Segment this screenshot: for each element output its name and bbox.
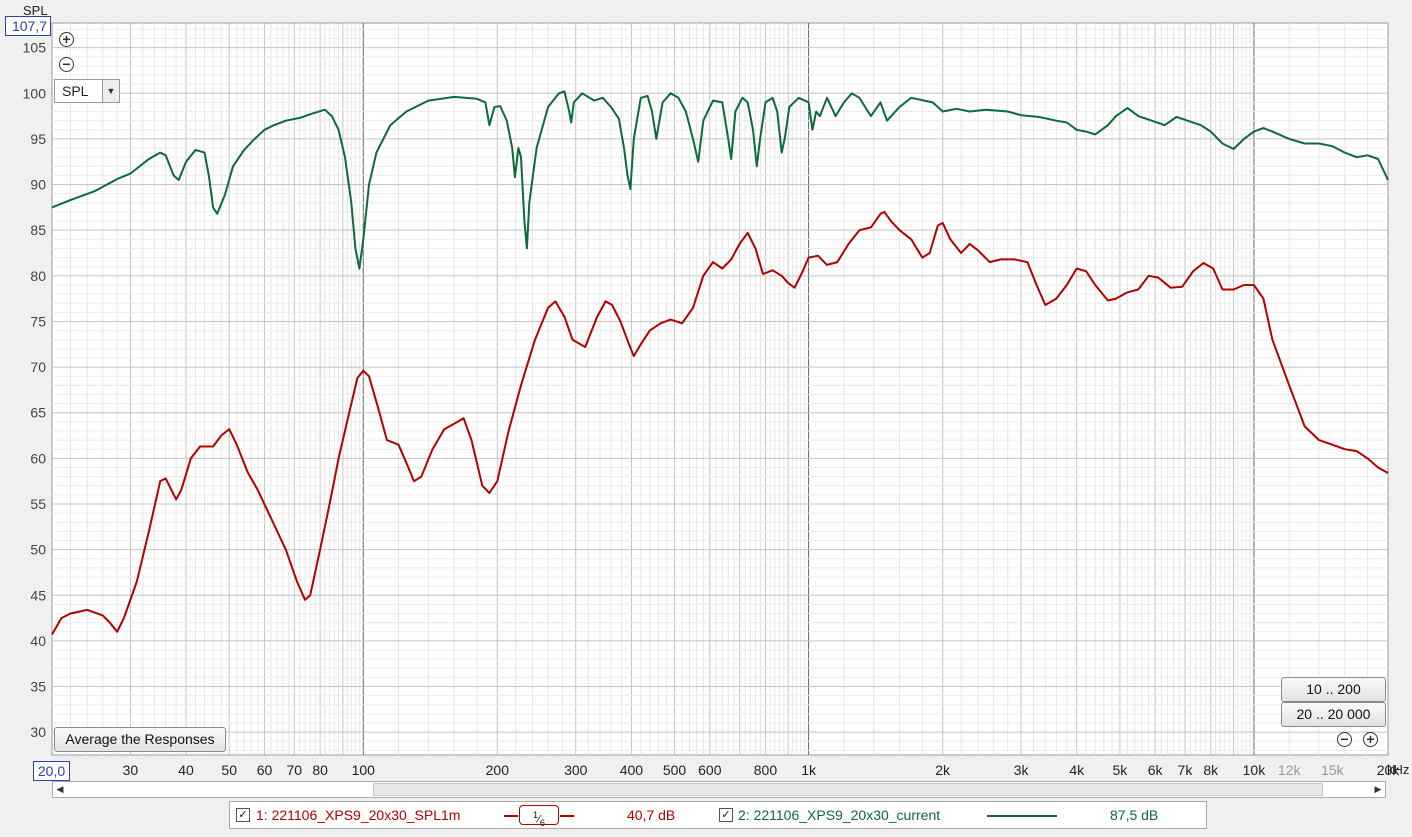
series-lines [51, 90, 1389, 635]
smoothing-denominator: 6 [539, 817, 546, 828]
chevron-down-icon[interactable]: ▼ [102, 80, 119, 102]
y-tick-label: 45 [30, 587, 46, 603]
y-tick-label: 90 [30, 177, 46, 193]
y-tick-label: 100 [23, 85, 47, 101]
x-tick-label: 15k [1321, 762, 1345, 778]
x-tick-label: 70 [287, 762, 303, 778]
y-tick-label: 80 [30, 268, 46, 284]
x-tick-label: 300 [564, 762, 588, 778]
y-tick-label: 70 [30, 359, 46, 375]
x-tick-label: 40 [178, 762, 194, 778]
average-responses-button[interactable]: Average the Responses [54, 727, 226, 752]
smoothing-numerator: 1 [532, 810, 539, 820]
scroll-left-arrow-icon[interactable]: ◀ [56, 784, 64, 794]
y-tick-label: 50 [30, 542, 46, 558]
x-tick-label: 100 [352, 762, 376, 778]
y-tick-label: 35 [30, 679, 46, 695]
plot-area-background [51, 22, 1389, 756]
x-tick-label: 30 [123, 762, 139, 778]
range-20-20000-button[interactable]: 20 .. 20 000 [1281, 702, 1386, 727]
y-axis-max-input[interactable]: 107,7 [5, 16, 51, 36]
x-axis-ticks: 30 40 50 60 70 80 100 200 300 400 500 600 800 1k 2k 3k 4… [123, 762, 1401, 778]
x-tick-label: 50 [221, 762, 237, 778]
x-tick-label: 80 [312, 762, 328, 778]
y-axis-unit-label: SPL [23, 3, 48, 18]
y-tick-label: 95 [30, 131, 46, 147]
x-tick-label: 3k [1014, 762, 1030, 778]
y-tick-label: 65 [30, 405, 46, 421]
series2-checkbox[interactable]: ✓ [719, 808, 733, 822]
x-tick-label: 12k [1278, 762, 1302, 778]
x-tick-label: 8k [1203, 762, 1219, 778]
x-tick-label: 60 [257, 762, 273, 778]
range-10-200-button[interactable]: 10 .. 200 [1281, 677, 1386, 702]
x-tick-label: 10k [1243, 762, 1267, 778]
x-tick-label: 400 [620, 762, 644, 778]
series1-checkbox[interactable]: ✓ [236, 808, 250, 822]
scrollbar-thumb[interactable] [373, 783, 1323, 796]
scroll-right-arrow-icon[interactable]: ▶ [1374, 784, 1382, 794]
series-1-line [51, 210, 1389, 635]
x-tick-label: 20k [1377, 762, 1401, 778]
x-tick-label: 2k [935, 762, 951, 778]
y-axis-ticks: 30 35 40 45 50 55 60 65 70 75 80 85 90 95 100 105 [23, 40, 47, 741]
series1-line-swatch-left [504, 815, 518, 817]
y-tick-label: 75 [30, 313, 46, 329]
horizontal-scrollbar[interactable]: ◀ ▶ [52, 781, 1386, 798]
y-tick-label: 105 [23, 40, 47, 56]
y-tick-label: 30 [30, 724, 46, 740]
smoothing-selector[interactable]: 1⁄6 [519, 805, 559, 828]
zoom-out-x-icon[interactable]: − [1337, 732, 1352, 747]
spl-select-value: SPL [62, 83, 89, 99]
x-tick-label: 6k [1148, 762, 1164, 778]
zoom-in-y-icon[interactable]: + [59, 32, 74, 47]
series1-label: 1: 221106_XPS9_20x30_SPL1m [256, 807, 461, 823]
x-tick-label: 1k [801, 762, 817, 778]
legend: ✓ 1: 221106_XPS9_20x30_SPL1m 1⁄6 40,7 dB… [229, 801, 1207, 829]
spl-select[interactable]: SPL ▼ [54, 79, 120, 103]
series2-value: 87,5 dB [1110, 807, 1159, 823]
series1-value: 40,7 dB [627, 807, 676, 823]
x-tick-label: 5k [1112, 762, 1128, 778]
grid [52, 23, 1388, 755]
x-tick-label: 500 [663, 762, 687, 778]
y-tick-label: 60 [30, 450, 46, 466]
x-axis-min-input[interactable]: 20,0 [33, 761, 70, 781]
y-tick-label: 40 [30, 633, 46, 649]
zoom-in-x-icon[interactable]: + [1363, 732, 1378, 747]
x-tick-label: 7k [1178, 762, 1194, 778]
x-tick-label: 600 [698, 762, 722, 778]
x-axis-unit-label: kHz [1387, 762, 1409, 777]
y-tick-label: 55 [30, 496, 46, 512]
series2-line-swatch [987, 815, 1057, 817]
x-tick-label: 200 [486, 762, 510, 778]
x-tick-label: 4k [1069, 762, 1085, 778]
series1-line-swatch-right [560, 815, 574, 817]
series-2-line [51, 90, 1389, 270]
x-tick-label: 800 [754, 762, 778, 778]
series2-label: 2: 221106_XPS9_20x30_current [738, 807, 941, 823]
zoom-out-y-icon[interactable]: − [59, 57, 74, 72]
y-tick-label: 85 [30, 222, 46, 238]
